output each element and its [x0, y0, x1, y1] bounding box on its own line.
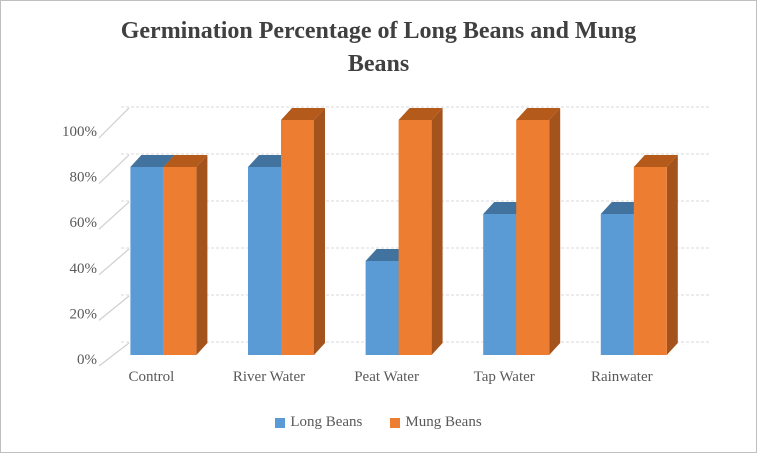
y-axis-tick-label: 60%: [70, 215, 98, 231]
bar-mung-beans-peat-water: [398, 120, 432, 355]
bar-long-beans-control: [130, 167, 164, 355]
bar-mung-beans-rainwater: [633, 167, 667, 355]
legend-item-long-beans: Long Beans: [275, 414, 362, 431]
bar-mung-beans-river-water: [281, 120, 314, 355]
legend-label-long-beans: Long Beans: [290, 414, 363, 430]
legend-swatch-mung-beans: [390, 417, 401, 428]
bar-top-mung-beans-rainwater: [633, 155, 678, 167]
bar-top-mung-beans-control: [163, 155, 208, 167]
legend: Long Beans Mung Beans: [1, 414, 756, 431]
x-axis-category-label: Tap Water: [474, 369, 535, 385]
x-axis-category-label: Peat Water: [354, 369, 419, 385]
legend-swatch-long-beans: [275, 417, 286, 428]
y-axis-tick-line: [98, 295, 130, 321]
bar-long-beans-tap-water: [483, 214, 517, 355]
y-axis-tick-line: [98, 201, 130, 230]
y-axis-tick-label: 100%: [62, 124, 97, 140]
y-axis-tick-line: [98, 342, 130, 367]
bar-long-beans-rainwater: [600, 214, 634, 355]
bar-top-long-beans-control: [130, 155, 175, 167]
bar-side-mung-beans-tap-water: [549, 108, 561, 355]
y-axis-tick-label: 20%: [70, 306, 98, 322]
bar-top-mung-beans-tap-water: [516, 108, 561, 120]
bar-side-mung-beans-peat-water: [431, 108, 443, 355]
y-axis-tick-line: [98, 248, 130, 276]
y-axis-tick-line: [98, 154, 130, 185]
x-axis-category-label: Rainwater: [591, 369, 653, 385]
bar-side-mung-beans-river-water: [314, 108, 325, 355]
legend-item-mung-beans: Mung Beans: [390, 414, 482, 431]
bar-top-mung-beans-peat-water: [398, 108, 443, 120]
bar-side-mung-beans-rainwater: [666, 155, 678, 355]
legend-label-mung-beans: Mung Beans: [405, 414, 482, 430]
y-axis-tick-label: 80%: [70, 170, 98, 186]
bar-long-beans-river-water: [248, 167, 281, 355]
bar-side-mung-beans-control: [196, 155, 208, 355]
chart-title: Germination Percentage of Long Beans and…: [120, 18, 637, 77]
bar-mung-beans-control: [163, 167, 197, 355]
bar-top-mung-beans-river-water: [281, 108, 325, 120]
x-axis-category-label: Control: [128, 369, 174, 385]
bar-long-beans-peat-water: [365, 261, 399, 355]
y-axis-tick-label: 40%: [70, 261, 98, 277]
y-axis-tick-label: 0%: [77, 352, 97, 368]
y-axis-tick-line: [98, 107, 130, 139]
x-axis-category-label: River Water: [233, 369, 305, 385]
bar-mung-beans-tap-water: [516, 120, 550, 355]
